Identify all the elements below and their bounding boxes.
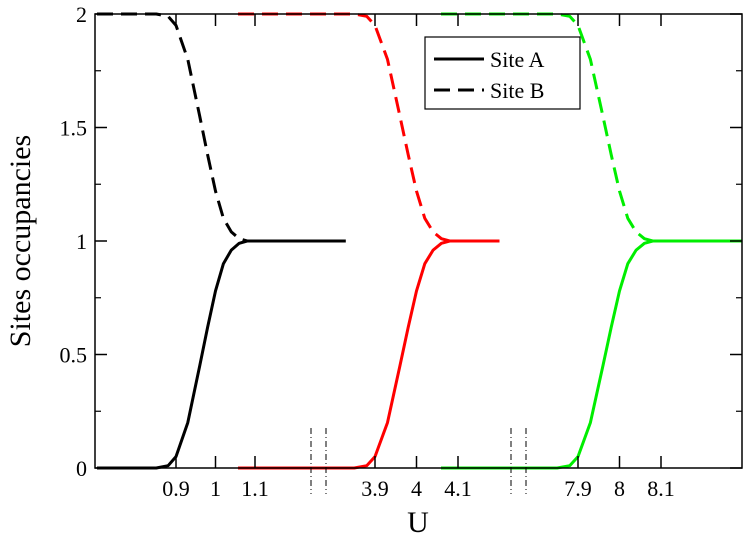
x-tick-label: 4 [411, 476, 422, 501]
y-tick-label: 1.5 [60, 116, 88, 141]
x-tick-label: 0.9 [162, 476, 190, 501]
y-tick-label: 0 [76, 456, 87, 481]
x-axis-ticks: 0.9 1 1.1 3.9 4 4.1 7.9 8 8.1 [162, 14, 675, 501]
break-marks [310, 428, 527, 494]
x-tick-label: 8 [614, 476, 625, 501]
x-tick-label: 4.1 [444, 476, 472, 501]
series-line-2-site-b [238, 12, 458, 243]
y-tick-label: 0.5 [60, 343, 88, 368]
legend-label-site-a: Site A [490, 47, 545, 72]
y-tick-label: 2 [76, 2, 87, 27]
legend-label-site-b: Site B [490, 78, 544, 103]
x-tick-label: 7.9 [564, 476, 592, 501]
series-line-3-site-a [441, 239, 742, 470]
x-tick-label: 1 [210, 476, 221, 501]
legend-box [424, 36, 581, 110]
y-axis-title: Sites occupancies [4, 135, 37, 347]
series-line-1-site-b [97, 12, 255, 243]
x-axis-title: U [407, 506, 429, 539]
series-line-1-site-a [97, 239, 346, 470]
y-axis-ticks: 0 0.5 1 1.5 2 [60, 2, 742, 481]
legend: Site A Site B [424, 36, 581, 110]
x-tick-label: 1.1 [241, 476, 269, 501]
x-tick-label: 8.1 [647, 476, 675, 501]
series-line-3-site-b [441, 12, 661, 243]
x-tick-label: 3.9 [361, 476, 389, 501]
series-line-2-site-a [238, 239, 500, 470]
y-tick-label: 1 [76, 229, 87, 254]
curves-layer [97, 12, 742, 470]
